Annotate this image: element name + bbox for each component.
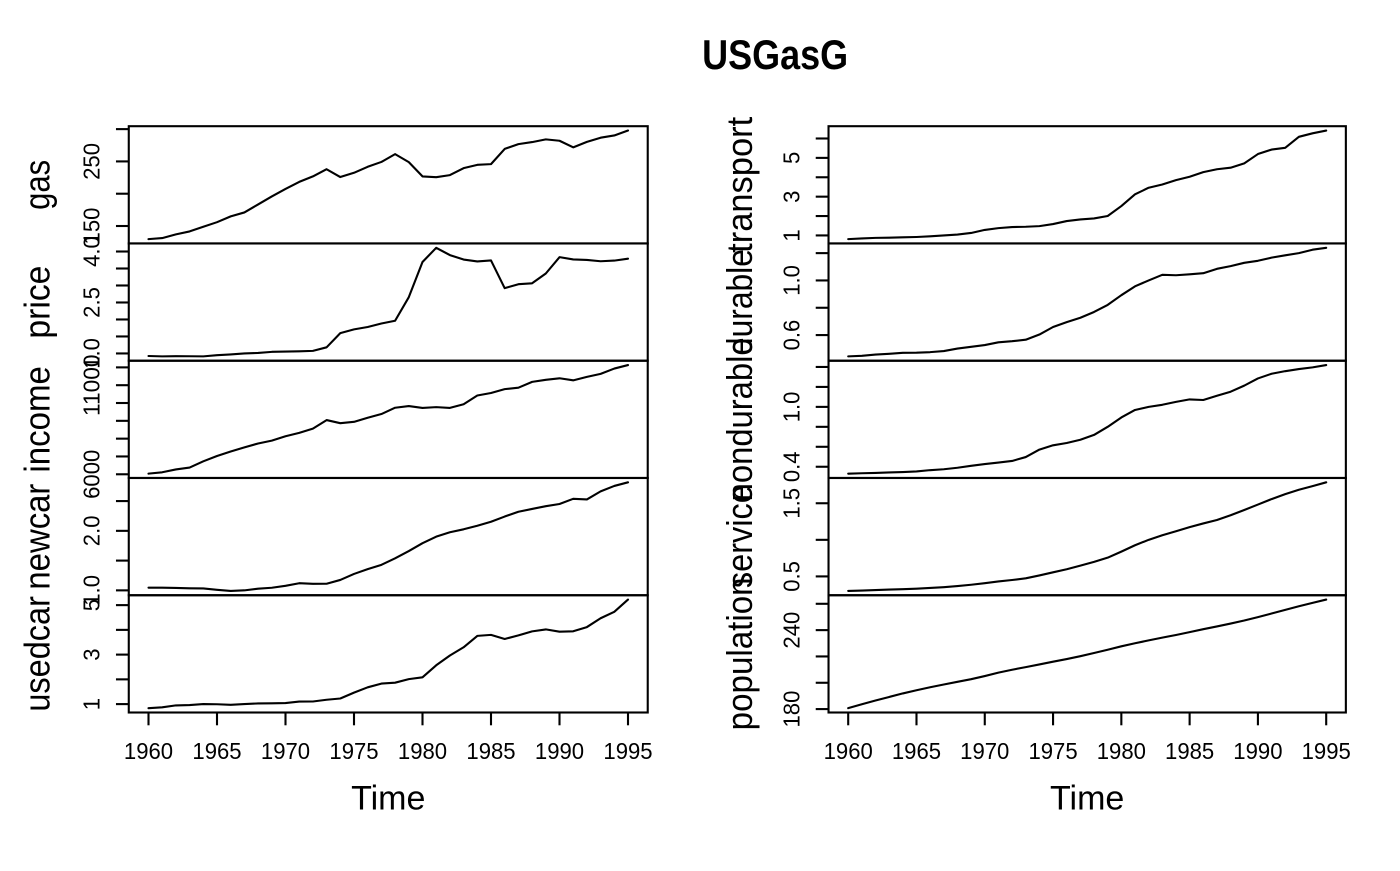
svg-text:180: 180 <box>778 691 804 728</box>
svg-text:durable: durable <box>719 249 760 355</box>
svg-text:1990: 1990 <box>1233 738 1282 764</box>
svg-text:5: 5 <box>79 599 105 611</box>
svg-text:1970: 1970 <box>960 738 1009 764</box>
svg-text:150: 150 <box>79 208 105 245</box>
svg-text:11000: 11000 <box>79 354 105 416</box>
svg-text:1: 1 <box>79 698 105 710</box>
svg-text:6000: 6000 <box>79 450 105 499</box>
svg-text:1965: 1965 <box>892 738 941 764</box>
svg-text:1985: 1985 <box>1165 738 1214 764</box>
svg-text:1: 1 <box>778 229 804 241</box>
svg-text:1990: 1990 <box>535 738 584 764</box>
svg-text:5: 5 <box>778 152 804 164</box>
svg-text:3: 3 <box>79 648 105 660</box>
svg-text:usedcar: usedcar <box>17 596 58 712</box>
svg-text:1.0: 1.0 <box>778 392 804 423</box>
svg-text:1960: 1960 <box>124 738 173 764</box>
svg-text:USGasG: USGasG <box>702 31 848 78</box>
svg-text:1970: 1970 <box>261 738 310 764</box>
svg-text:1.5: 1.5 <box>778 488 804 519</box>
svg-text:2.0: 2.0 <box>79 515 105 546</box>
svg-text:1.0: 1.0 <box>79 575 105 606</box>
svg-text:1995: 1995 <box>1302 738 1351 764</box>
svg-text:income: income <box>17 366 58 473</box>
svg-text:1965: 1965 <box>192 738 241 764</box>
svg-text:Time: Time <box>1050 779 1124 817</box>
svg-text:2.5: 2.5 <box>79 287 105 318</box>
svg-text:1.0: 1.0 <box>778 265 804 296</box>
svg-text:gas: gas <box>17 160 58 210</box>
svg-text:1975: 1975 <box>329 738 378 764</box>
svg-text:price: price <box>17 266 58 339</box>
svg-text:1980: 1980 <box>398 738 447 764</box>
svg-text:1975: 1975 <box>1028 738 1077 764</box>
svg-text:1.0: 1.0 <box>79 338 105 369</box>
svg-text:250: 250 <box>79 143 105 180</box>
svg-text:0.5: 0.5 <box>778 561 804 592</box>
svg-text:service: service <box>719 485 760 588</box>
svg-text:0.4: 0.4 <box>778 451 804 482</box>
svg-text:0.6: 0.6 <box>778 320 804 351</box>
svg-text:Time: Time <box>351 779 425 817</box>
svg-text:nondurable: nondurable <box>719 337 760 501</box>
svg-text:1960: 1960 <box>824 738 873 764</box>
svg-text:240: 240 <box>778 612 804 649</box>
svg-text:3: 3 <box>778 191 804 203</box>
svg-text:transport: transport <box>719 117 760 253</box>
svg-text:1985: 1985 <box>466 738 515 764</box>
svg-text:1980: 1980 <box>1097 738 1146 764</box>
svg-text:population: population <box>719 577 760 730</box>
svg-text:1995: 1995 <box>603 738 652 764</box>
svg-text:newcar: newcar <box>17 484 58 590</box>
svg-text:4.0: 4.0 <box>79 236 105 267</box>
